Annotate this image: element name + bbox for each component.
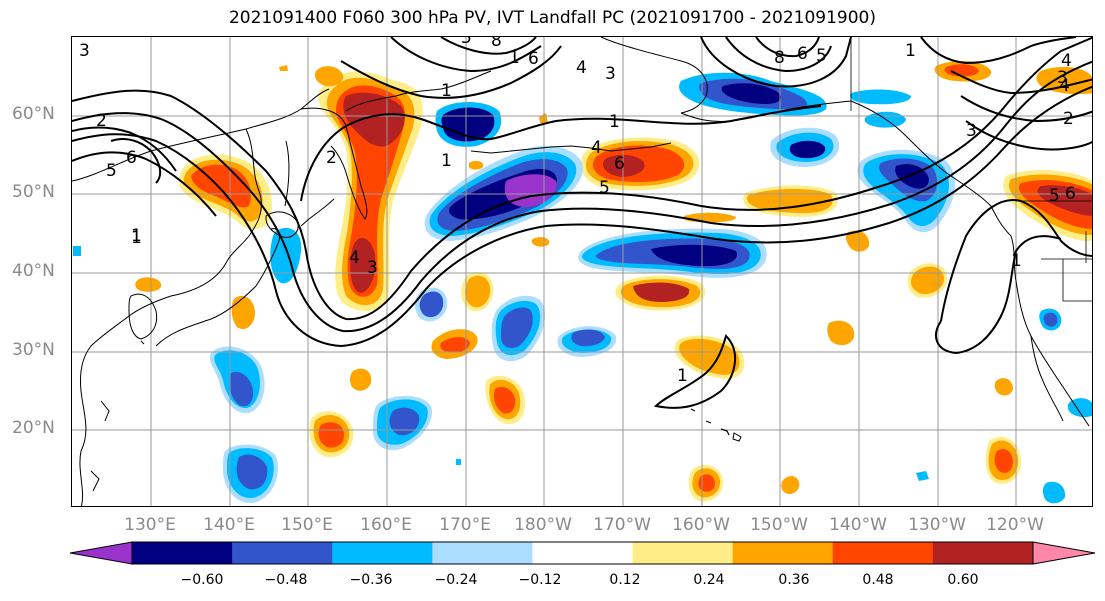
- colorbar-tick: −0.60: [180, 572, 224, 588]
- contour-label: 5: [106, 161, 117, 181]
- lon-label-130w: 130°W: [908, 515, 966, 535]
- contour-label: 1: [441, 81, 452, 101]
- contour-label: 4: [1059, 76, 1070, 96]
- contour-label: 4: [591, 138, 602, 158]
- contour-label: 6: [528, 49, 539, 69]
- colorbar-tick: 0.60: [947, 572, 979, 588]
- contour-label: 6: [797, 44, 808, 64]
- map-svg: 3 2 1 6 5 1 2 1 3 4 6 8 5 1 1 4 5 6 1 3 …: [72, 37, 1092, 506]
- contour-label: 1: [1011, 251, 1022, 271]
- map-panel: 3 2 1 6 5 1 2 1 3 4 6 8 5 1 1 4 5 6 1 3 …: [71, 36, 1093, 507]
- contour-label: 5: [461, 37, 472, 48]
- colorbar-segment: [232, 542, 333, 564]
- contour-label: 1: [677, 366, 688, 386]
- colorbar-segment: [132, 542, 233, 564]
- colorbar-tick: −0.12: [518, 572, 562, 588]
- contour-label: 2: [326, 148, 337, 168]
- contour-label: 2: [1063, 109, 1074, 129]
- lon-label-160w: 160°W: [672, 515, 730, 535]
- graticule: [72, 37, 1092, 506]
- lat-label-40n: 40°N: [12, 261, 55, 281]
- contour-label: 3: [966, 121, 977, 141]
- colorbar-tick: 0.36: [778, 572, 810, 588]
- colorbar-extend-low: [69, 541, 133, 565]
- contour-label: 3: [79, 41, 90, 61]
- contour-label: 1: [905, 41, 916, 61]
- lon-label-120w: 120°W: [986, 515, 1044, 535]
- lon-label-140w: 140°W: [829, 515, 887, 535]
- lat-label-60n: 60°N: [12, 104, 55, 124]
- positive-pv-anomalies: [135, 60, 1092, 502]
- colorbar-segment: [932, 542, 1034, 564]
- contour-label: 1: [131, 226, 142, 246]
- colorbar-tick: −0.48: [264, 572, 308, 588]
- contour-label: 1: [509, 48, 520, 68]
- lat-label-50n: 50°N: [12, 182, 55, 202]
- colorbar-tick: 0.24: [693, 572, 725, 588]
- contour-label: 4: [576, 58, 587, 78]
- colorbar-segment: [832, 542, 934, 564]
- contour-label: 5: [816, 46, 827, 66]
- lon-label-140e: 140°E: [203, 515, 255, 535]
- map-title: 2021091400 F060 300 hPa PV, IVT Landfall…: [228, 8, 876, 28]
- colorbar-tick: −0.36: [349, 572, 393, 588]
- contour-label: 8: [774, 48, 785, 68]
- lon-label-170e: 170°E: [439, 515, 491, 535]
- contour-label: 5: [599, 178, 610, 198]
- lon-label-180w: 180°W: [514, 515, 572, 535]
- contour-label: 3: [367, 258, 378, 278]
- colorbar-outline: [131, 541, 1034, 565]
- colorbar: [69, 541, 1096, 565]
- colorbar-segment: [432, 542, 533, 564]
- contour-label: 6: [126, 148, 137, 168]
- contour-label: 5: [1049, 186, 1060, 206]
- colorbar-segment: [732, 542, 834, 564]
- lon-label-170w: 170°W: [593, 515, 651, 535]
- contour-label: 1: [609, 112, 620, 132]
- contour-label: 1: [711, 37, 722, 42]
- contour-label: 3: [1057, 68, 1068, 88]
- contour-label: 6: [1065, 184, 1076, 204]
- contour-label: 4: [1061, 51, 1072, 71]
- contour-label: 6: [614, 154, 625, 174]
- colorbar-svg: [69, 541, 1096, 565]
- negative-pv-anomalies: [73, 72, 1092, 504]
- lon-label-150e: 150°E: [281, 515, 333, 535]
- contour-labels: 3 2 1 6 5 1 2 1 3 4 6 8 5 1 1 4 5 6 1 3 …: [79, 37, 1076, 386]
- contour-label: 4: [349, 248, 360, 268]
- colorbar-tick: −0.24: [434, 572, 478, 588]
- ivt-contours: [72, 37, 1092, 409]
- colorbar-segment: [332, 542, 433, 564]
- lon-label-160e: 160°E: [360, 515, 412, 535]
- contour-label: 8: [491, 37, 502, 51]
- colorbar-extend-high: [1032, 541, 1096, 565]
- lon-label-130e: 130°E: [124, 515, 176, 535]
- colorbar-segment: [632, 542, 734, 564]
- lat-label-20n: 20°N: [12, 418, 55, 438]
- colorbar-segment: [532, 542, 634, 564]
- colorbar-tick: 0.12: [609, 572, 641, 588]
- lon-label-150w: 150°W: [750, 515, 808, 535]
- contour-label: 1: [131, 228, 142, 248]
- lat-label-30n: 30°N: [12, 340, 55, 360]
- contour-label: 1: [441, 151, 452, 171]
- contour-label: 2: [96, 111, 107, 131]
- colorbar-tick: 0.48: [862, 572, 894, 588]
- contour-label: 3: [605, 64, 616, 84]
